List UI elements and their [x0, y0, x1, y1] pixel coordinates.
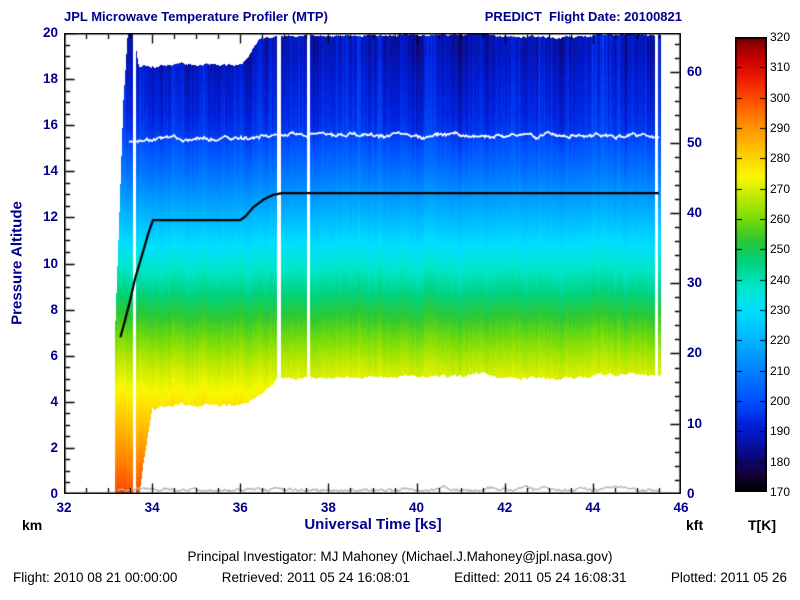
- x-tick-label: 44: [585, 500, 601, 515]
- colorbar-tick-label: 260: [770, 212, 791, 226]
- y-tick-label-km: 4: [50, 393, 58, 409]
- colorbar-tick-label: 220: [770, 333, 791, 348]
- flight-time-label: Flight: 2010 08 21 00:00:00: [13, 570, 178, 585]
- x-tick-label: 46: [673, 500, 689, 515]
- y-tick-label-km: 14: [42, 163, 58, 179]
- temperature-unit-label: T[K]: [748, 517, 776, 533]
- colorbar-tick-label: 170: [770, 485, 791, 499]
- plot-title: JPL Microwave Temperature Profiler (MTP): [64, 9, 328, 24]
- y-tick-label-km: 20: [42, 25, 58, 40]
- y-tick-label-km: 8: [50, 301, 58, 317]
- colorbar-tick-label: 250: [770, 242, 791, 257]
- footer-times-row: Flight: 2010 08 21 00:00:00 Retrieved: 2…: [0, 570, 800, 585]
- kft-unit-label: kft: [686, 517, 704, 533]
- y-tick-label-kft: 10: [687, 415, 703, 431]
- colorbar-tick-label: 290: [770, 121, 791, 135]
- colorbar-tick-label: 280: [770, 151, 791, 166]
- colorbar-tick-label: 210: [770, 363, 791, 378]
- x-tick-label: 32: [56, 500, 72, 515]
- y-tick-label-km: 6: [50, 347, 58, 363]
- y-tick-label-kft: 60: [687, 64, 703, 80]
- colorbar-tick-label: 300: [770, 90, 791, 105]
- colorbar-tick-label: 240: [770, 272, 791, 287]
- y-tick-label-kft: 20: [687, 345, 703, 361]
- title-row: JPL Microwave Temperature Profiler (MTP)…: [64, 9, 682, 24]
- y-tick-label-kft: 50: [687, 134, 703, 150]
- y-tick-label-kft: 40: [687, 204, 703, 220]
- y-tick-label-kft: 0: [687, 486, 695, 501]
- temperature-curtain-canvas: [64, 33, 681, 494]
- colorbar-tick-label: 230: [770, 303, 791, 317]
- y-tick-label-kft: 30: [687, 275, 703, 291]
- km-unit-label: km: [22, 517, 43, 533]
- colorbar-canvas: [735, 37, 767, 492]
- colorbar-tick-label: 190: [770, 424, 791, 439]
- y-tick-label-km: 2: [50, 439, 58, 455]
- x-tick-label: 34: [144, 500, 160, 515]
- pi-credit-line: Principal Investigator: MJ Mahoney (Mich…: [187, 549, 613, 564]
- colorbar-tick-label: 180: [770, 454, 791, 469]
- x-tick-label: 38: [320, 500, 336, 515]
- colorbar-tick-label: 320: [770, 30, 791, 44]
- colorbar-tick-label: 310: [770, 60, 791, 75]
- retrieved-time-label: Retrieved: 2011 05 24 16:08:01: [221, 570, 410, 585]
- y-tick-label-km: 16: [42, 117, 58, 133]
- y-tick-label-km: 10: [42, 255, 58, 271]
- colorbar-tick-label: 270: [770, 181, 791, 196]
- y-tick-label-km: 12: [42, 209, 58, 225]
- y-tick-label-km: 18: [42, 71, 58, 87]
- x-tick-label: 42: [497, 500, 513, 515]
- x-tick-label: 36: [232, 500, 248, 515]
- colorbar-tick-label: 200: [770, 394, 791, 408]
- editted-time-label: Editted: 2011 05 24 16:08:31: [454, 570, 627, 585]
- x-tick-label: 40: [409, 500, 425, 515]
- plotted-date-label: Plotted: 2011 05 26: [670, 570, 787, 585]
- y-tick-label-km: 0: [50, 486, 58, 501]
- x-axis-label: Universal Time [ks]: [304, 516, 442, 533]
- flight-date-title: PREDICT Flight Date: 20100821: [484, 9, 682, 24]
